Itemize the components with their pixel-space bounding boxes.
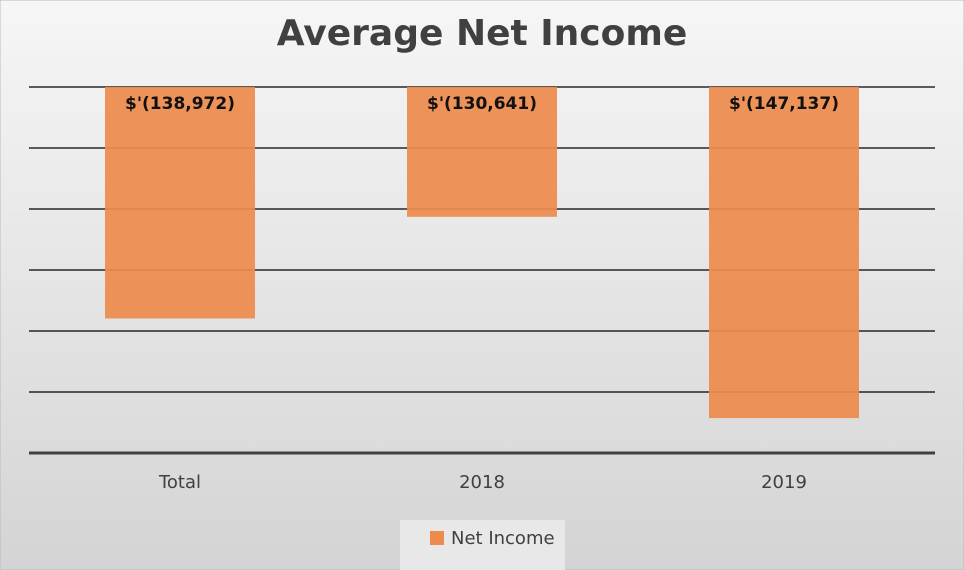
legend-box (400, 520, 565, 570)
legend-label: Net Income (451, 528, 555, 549)
x-tick-label: Total (158, 472, 201, 493)
bar (407, 87, 557, 217)
x-tick-label: 2018 (459, 472, 505, 493)
x-tick-label: 2019 (761, 472, 807, 493)
legend-swatch (430, 531, 444, 545)
bar (105, 87, 255, 319)
value-label: $'(130,641) (427, 94, 537, 114)
chart-title: Average Net Income (277, 13, 688, 54)
bar (709, 87, 859, 419)
value-label: $'(138,972) (125, 94, 235, 114)
value-label: $'(147,137) (729, 94, 839, 114)
